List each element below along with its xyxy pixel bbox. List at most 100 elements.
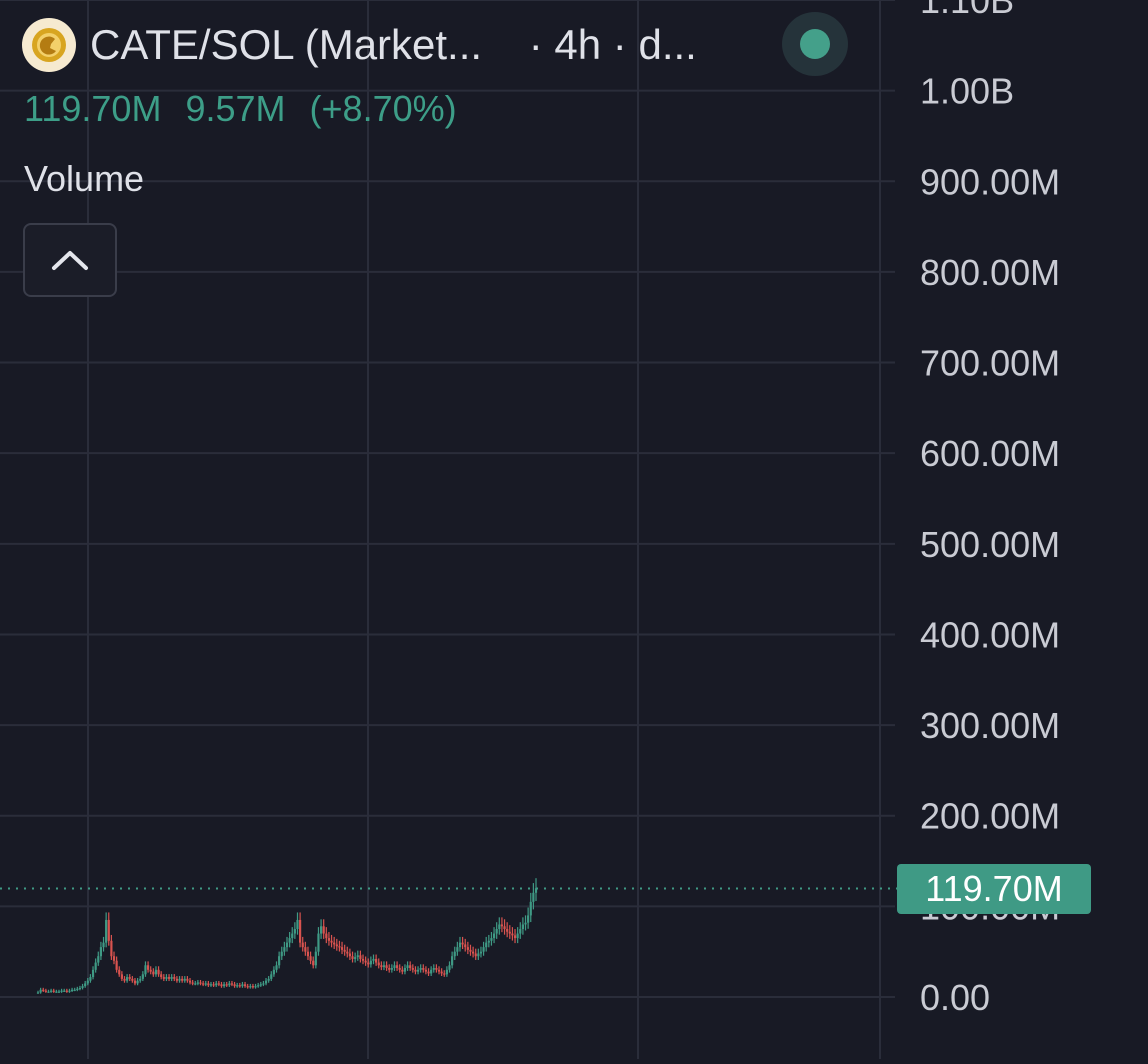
- candle-body[interactable]: [534, 888, 538, 893]
- candle-body[interactable]: [39, 989, 42, 993]
- candle-body[interactable]: [123, 978, 126, 981]
- candle-body[interactable]: [330, 940, 333, 943]
- candle-body[interactable]: [228, 983, 231, 986]
- candle-body[interactable]: [230, 983, 234, 985]
- candle-body[interactable]: [52, 990, 55, 992]
- candle-body[interactable]: [325, 933, 328, 939]
- candle-body[interactable]: [532, 892, 535, 902]
- candle-body[interactable]: [388, 967, 391, 970]
- candle-body[interactable]: [42, 989, 45, 991]
- candle-body[interactable]: [424, 969, 428, 972]
- candle-body[interactable]: [354, 957, 357, 959]
- candle-body[interactable]: [340, 947, 344, 950]
- candle-body[interactable]: [146, 965, 150, 970]
- candle-body[interactable]: [453, 951, 456, 957]
- candle-body[interactable]: [91, 969, 95, 978]
- candle-body[interactable]: [380, 965, 383, 968]
- candle-body[interactable]: [84, 983, 87, 987]
- candle-body[interactable]: [437, 969, 441, 972]
- candle-body[interactable]: [411, 967, 414, 970]
- candle-body[interactable]: [246, 986, 249, 988]
- candle-body[interactable]: [112, 956, 116, 961]
- candle-body[interactable]: [443, 973, 446, 975]
- candle-body[interactable]: [312, 960, 315, 966]
- candle-body[interactable]: [280, 951, 283, 957]
- candle-body[interactable]: [249, 986, 252, 988]
- candle-body[interactable]: [118, 969, 121, 975]
- candle-body[interactable]: [220, 984, 223, 987]
- candle-body[interactable]: [409, 965, 412, 968]
- candle-body[interactable]: [435, 967, 438, 970]
- candle-body[interactable]: [471, 951, 475, 954]
- candle-body[interactable]: [141, 974, 144, 979]
- candle-body[interactable]: [527, 915, 530, 923]
- candle-body[interactable]: [44, 990, 47, 992]
- candle-body[interactable]: [369, 960, 372, 965]
- candle-body[interactable]: [348, 953, 352, 957]
- candle-body[interactable]: [120, 974, 123, 979]
- candle-body[interactable]: [175, 978, 179, 981]
- candle-body[interactable]: [47, 991, 50, 993]
- candle-body[interactable]: [346, 951, 349, 954]
- candle-body[interactable]: [319, 926, 323, 934]
- candle-body[interactable]: [225, 984, 228, 986]
- candle-body[interactable]: [262, 983, 265, 985]
- candle-body[interactable]: [36, 992, 40, 994]
- candle-body[interactable]: [270, 974, 273, 979]
- candle-body[interactable]: [89, 977, 92, 981]
- candle-body[interactable]: [338, 946, 341, 948]
- candle-body[interactable]: [464, 944, 467, 948]
- candle-body[interactable]: [458, 942, 462, 948]
- candle-body[interactable]: [243, 984, 247, 987]
- candle-body[interactable]: [474, 953, 477, 957]
- candle-body[interactable]: [361, 958, 365, 961]
- candle-body[interactable]: [181, 978, 184, 981]
- candle-body[interactable]: [99, 947, 103, 957]
- candle-body[interactable]: [524, 922, 527, 925]
- candle-body[interactable]: [285, 942, 289, 948]
- candle-body[interactable]: [78, 987, 82, 990]
- pair-title[interactable]: CATE/SOL (Market... · 4h · d...: [90, 21, 697, 69]
- candle-body[interactable]: [333, 942, 336, 945]
- candle-body[interactable]: [487, 940, 490, 943]
- candle-body[interactable]: [351, 956, 354, 959]
- candle-body[interactable]: [236, 985, 239, 987]
- candle-body[interactable]: [254, 986, 257, 988]
- candle-body[interactable]: [456, 947, 459, 952]
- candle-body[interactable]: [154, 969, 158, 975]
- candle-body[interactable]: [110, 940, 113, 957]
- candle-body[interactable]: [233, 984, 236, 987]
- candle-body[interactable]: [322, 926, 325, 934]
- candle-body[interactable]: [241, 984, 244, 987]
- candle-body[interactable]: [70, 989, 74, 991]
- candle-body[interactable]: [212, 984, 215, 986]
- candle-body[interactable]: [170, 977, 173, 979]
- candle-body[interactable]: [76, 988, 79, 991]
- candle-body[interactable]: [359, 955, 362, 959]
- candle-body[interactable]: [482, 947, 485, 952]
- candle-body[interactable]: [422, 967, 425, 970]
- candle-body[interactable]: [57, 991, 61, 993]
- candle-body[interactable]: [238, 985, 241, 987]
- candle-body[interactable]: [485, 942, 488, 948]
- candle-body[interactable]: [490, 938, 493, 941]
- candle-body[interactable]: [259, 984, 262, 986]
- candle-body[interactable]: [375, 958, 378, 963]
- candle-body[interactable]: [165, 977, 168, 979]
- candle-body[interactable]: [382, 965, 386, 968]
- candle-body[interactable]: [222, 984, 226, 987]
- candle-body[interactable]: [469, 949, 472, 952]
- candle-body[interactable]: [301, 942, 304, 948]
- candle-body[interactable]: [466, 947, 469, 950]
- candle-body[interactable]: [461, 942, 464, 945]
- candle-body[interactable]: [126, 977, 129, 981]
- candle-body[interactable]: [73, 989, 76, 991]
- candle-body[interactable]: [65, 990, 68, 992]
- candle-body[interactable]: [367, 962, 370, 965]
- candle-body[interactable]: [264, 980, 268, 984]
- candle-body[interactable]: [343, 949, 346, 952]
- candle-body[interactable]: [173, 977, 176, 979]
- candle-body[interactable]: [152, 971, 155, 975]
- candle-body[interactable]: [128, 977, 131, 979]
- candle-body[interactable]: [157, 969, 160, 975]
